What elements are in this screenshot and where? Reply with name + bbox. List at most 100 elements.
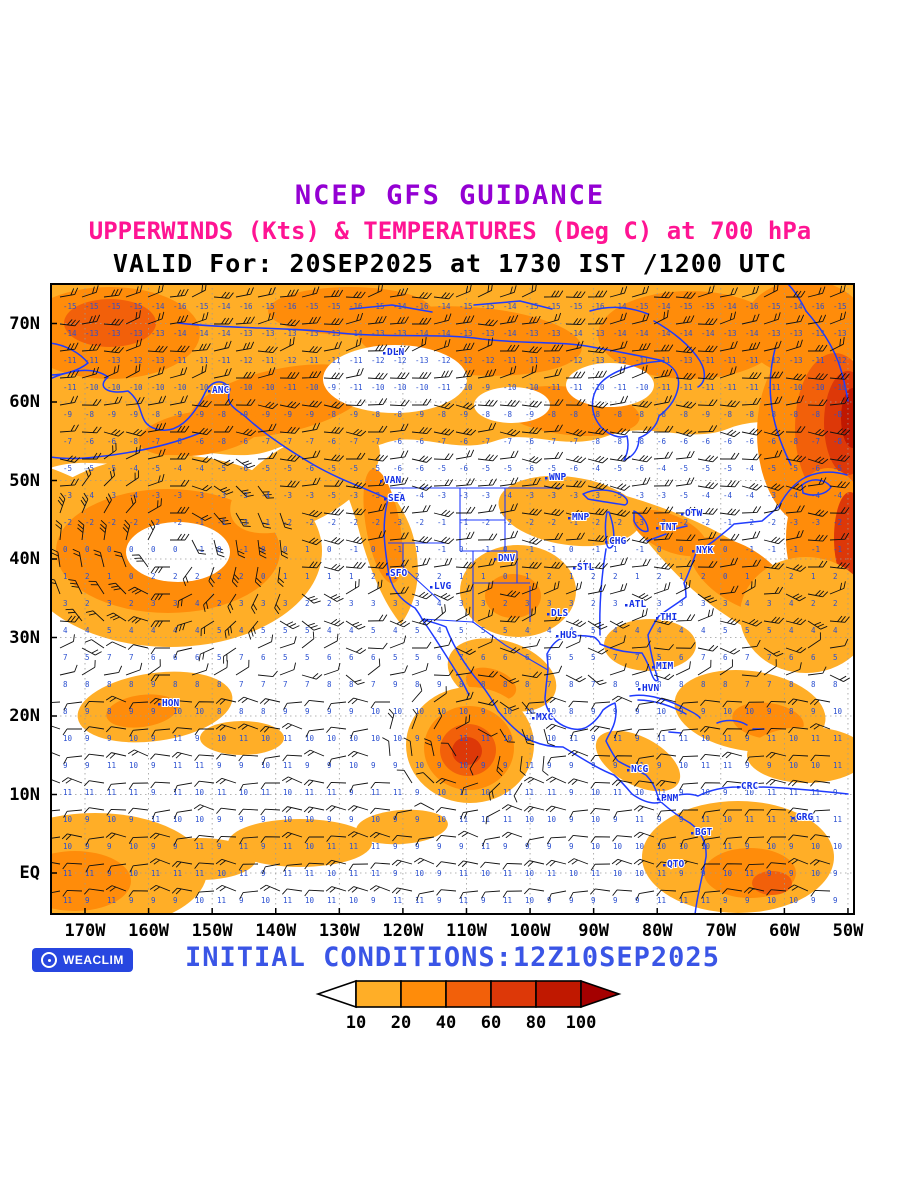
svg-text:9: 9 [129,815,134,824]
svg-text:-1: -1 [723,518,732,527]
colorbar-arrow-left [315,979,357,1009]
svg-text:3: 3 [239,599,244,608]
svg-text:10: 10 [305,842,315,851]
svg-text:-13: -13 [525,329,539,338]
svg-text:2: 2 [701,572,706,581]
svg-text:11: 11 [613,734,622,743]
svg-text:-13: -13 [833,329,847,338]
svg-text:9: 9 [371,896,376,905]
svg-text:-14: -14 [217,302,231,311]
svg-text:-12: -12 [833,356,847,365]
svg-text:-15: -15 [195,302,209,311]
svg-text:-10: -10 [635,383,649,392]
svg-text:-13: -13 [547,329,561,338]
svg-text:-6: -6 [195,437,205,446]
svg-text:2: 2 [591,572,596,581]
svg-text:2: 2 [437,572,442,581]
svg-text:-5: -5 [327,464,336,473]
svg-text:0: 0 [503,545,508,554]
svg-text:5: 5 [415,653,420,662]
svg-text:-13: -13 [85,329,99,338]
svg-text:10: 10 [349,734,359,743]
svg-text:-6: -6 [723,437,733,446]
svg-text:VAN: VAN [384,475,401,486]
svg-text:11: 11 [217,896,226,905]
weather-map: -15 -15 -15 -15 -14 -16 -15 -14 -16 -15 -16 -15 -15-… [50,283,855,915]
svg-text:-1: -1 [349,545,358,554]
svg-text:-3: -3 [393,518,402,527]
svg-text:9: 9 [679,869,684,878]
svg-text:2: 2 [85,572,90,581]
svg-text:-9: -9 [195,410,204,419]
svg-text:10: 10 [173,815,183,824]
svg-text:3: 3 [283,599,288,608]
svg-text:ANC: ANC [212,385,229,396]
svg-text:-8: -8 [129,437,139,446]
svg-text:-3: -3 [811,518,820,527]
svg-text:-6: -6 [415,437,425,446]
svg-text:-10: -10 [85,383,99,392]
svg-text:-13: -13 [129,329,143,338]
svg-text:9: 9 [261,815,266,824]
svg-text:1: 1 [327,572,332,581]
svg-text:-6: -6 [393,437,403,446]
svg-text:-2: -2 [613,518,622,527]
svg-text:10: 10 [129,842,139,851]
svg-text:11: 11 [767,734,776,743]
svg-text:11: 11 [569,734,578,743]
wind-barbs-and-temps: -15 -15 -15 -15 -14 -16 -15 -14 -16 -15 -16 -15 -15-… [50,283,851,905]
svg-text:-15: -15 [767,302,781,311]
svg-text:9: 9 [569,761,574,770]
svg-text:-15: -15 [85,302,99,311]
svg-text:-3: -3 [591,491,600,500]
svg-text:-11: -11 [701,383,715,392]
svg-text:-14: -14 [789,302,803,311]
svg-text:-15: -15 [481,302,495,311]
svg-text:SEA: SEA [388,493,405,504]
svg-text:4: 4 [437,599,442,608]
svg-text:-6: -6 [811,464,821,473]
svg-text:9: 9 [569,896,574,905]
svg-text:-1: -1 [261,518,270,527]
svg-text:3: 3 [415,599,420,608]
svg-text:11: 11 [547,869,556,878]
station-label: LVG [430,580,452,593]
svg-text:-15: -15 [305,302,319,311]
svg-text:11: 11 [459,788,468,797]
svg-text:8: 8 [107,707,112,716]
svg-text:2: 2 [811,599,816,608]
svg-text:-5: -5 [789,464,798,473]
svg-text:-11: -11 [349,383,363,392]
svg-text:7: 7 [767,653,772,662]
svg-text:-13: -13 [811,329,825,338]
svg-text:3: 3 [151,599,156,608]
svg-text:10: 10 [701,842,711,851]
svg-text:-5: -5 [151,464,160,473]
lon-axis-label: 90W [578,921,609,941]
svg-text:-11: -11 [305,356,319,365]
svg-text:4: 4 [789,626,794,635]
svg-text:10: 10 [767,842,777,851]
svg-text:4: 4 [195,599,200,608]
svg-text:5: 5 [261,626,266,635]
station-label: BGT [691,826,713,839]
svg-text:10: 10 [393,734,403,743]
svg-text:-8: -8 [327,410,337,419]
svg-text:-4: -4 [195,464,205,473]
svg-text:-8: -8 [173,437,183,446]
svg-text:11: 11 [107,761,116,770]
svg-text:9: 9 [261,869,266,878]
svg-text:-3: -3 [151,491,160,500]
svg-text:6: 6 [547,653,552,662]
station-label: HON [158,697,180,710]
station-label: THI [656,611,678,624]
svg-text:-11: -11 [63,356,77,365]
svg-text:9: 9 [767,707,772,716]
svg-text:-13: -13 [327,329,341,338]
svg-text:9: 9 [569,788,574,797]
svg-text:9: 9 [481,896,486,905]
svg-text:-9: -9 [415,410,424,419]
svg-text:8: 8 [107,680,112,689]
svg-text:-11: -11 [547,383,561,392]
svg-text:9: 9 [371,761,376,770]
